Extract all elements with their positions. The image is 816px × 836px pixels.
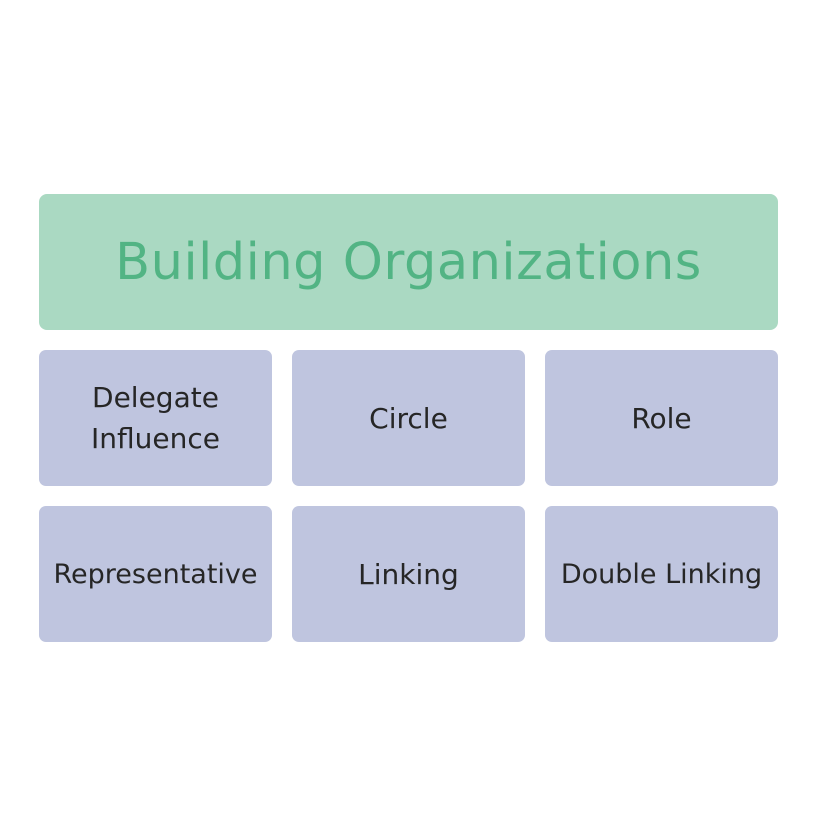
tile-label: Representative <box>53 558 258 590</box>
tile-linking: Linking <box>292 506 525 642</box>
header-title: Building Organizations <box>115 232 702 292</box>
tile-double-linking: Double Linking <box>545 506 778 642</box>
tile-representative: Representative <box>39 506 272 642</box>
header-box: Building Organizations <box>39 194 778 330</box>
tile-label: Circle <box>369 401 448 435</box>
tile-circle: Circle <box>292 350 525 486</box>
tile-label: Linking <box>358 557 459 591</box>
tile-role: Role <box>545 350 778 486</box>
tile-delegate-influence: Delegate Influence <box>39 350 272 486</box>
tile-label: Delegate Influence <box>91 381 220 455</box>
tile-label: Role <box>631 401 692 435</box>
tile-label: Double Linking <box>560 558 763 590</box>
